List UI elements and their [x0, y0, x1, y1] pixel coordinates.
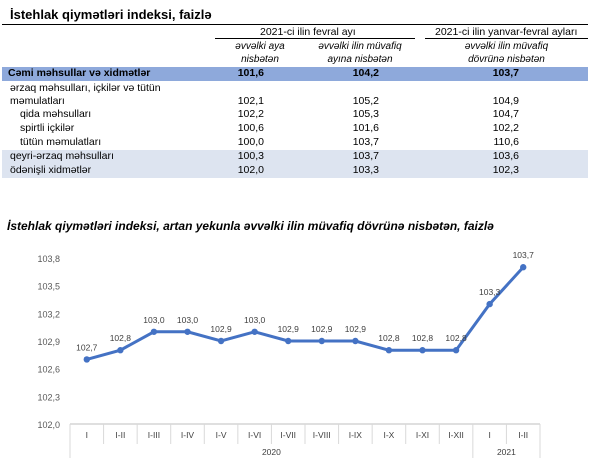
title-divider: [2, 24, 588, 25]
data-label: 102,9: [210, 324, 232, 334]
data-point: [117, 347, 124, 354]
data-label: 102,8: [378, 333, 400, 343]
chart-title: İstehlak qiymətləri indeksi, artan yekun…: [7, 219, 494, 233]
y-tick-label: 102,6: [37, 365, 60, 375]
data-label: 103,0: [143, 315, 165, 325]
table-row: spirtli içkilər 100,6 101,6 102,2: [20, 122, 519, 134]
x-tick-label: I-X: [383, 430, 394, 440]
table-row: ərzaq məhsulları, içkilər və tütün məmul…: [10, 82, 519, 107]
x-tick-label: I-XII: [448, 430, 464, 440]
col-header-prev-year-month: əvvəlki ilin müvafiq ayına nisbətən: [318, 41, 402, 65]
data-point: [150, 328, 158, 335]
y-tick-label: 102,0: [37, 420, 60, 430]
group2-underline: [425, 38, 588, 39]
data-label: 103,7: [513, 250, 535, 260]
data-point: [452, 347, 460, 354]
table-row: tütün məmulatları 100,0 103,7 110,6: [20, 136, 519, 148]
x-tick-label: I-III: [148, 430, 160, 440]
series-line: [86, 266, 525, 361]
col-header-prev-year-period: əvvəlki ilin müvafiq dövrünə nisbətən: [464, 41, 549, 65]
x-tick-label: I-XI: [416, 430, 429, 440]
data-point: [385, 347, 393, 354]
data-label: 102,9: [311, 324, 333, 334]
col-header-prev-month: əvvəlki aya nisbətən: [235, 41, 285, 65]
x-tick-label: I: [488, 430, 490, 440]
y-tick-label: 103,5: [37, 282, 60, 292]
table-row: ödənişli xidmətlər 102,0 103,3 102,3: [2, 164, 588, 178]
x-axis: I I-II I-III I-IV I-V I-VI I-VII I-VIII I-IX I-X I…: [69, 423, 541, 458]
y-axis: 102,0 102,3 102,6 102,9 103,2 103,5 103,8: [37, 254, 60, 430]
data-point: [83, 356, 90, 363]
x-tick-label: I-VI: [248, 430, 261, 440]
data-label: 103,3: [479, 287, 501, 297]
x-tick-label: I-II: [518, 430, 528, 440]
x-tick-label: I-IX: [349, 430, 363, 440]
group-header-jan-feb: 2021-ci ilin yanvar-fevral ayları: [435, 26, 578, 38]
data-point: [486, 300, 493, 308]
data-label: 102,9: [345, 324, 367, 334]
y-tick-label: 102,9: [37, 337, 60, 347]
table-row-total: Cəmi məhsullar və xidmətlər 101,6 104,2 …: [2, 67, 588, 81]
data-point: [520, 264, 527, 271]
data-point: [184, 328, 191, 335]
data-point: [285, 337, 292, 345]
line-chart: 102,0 102,3 102,6 102,9 103,2 103,5 103,8 I I-I…: [37, 250, 541, 458]
data-label: 102,7: [76, 342, 98, 352]
x-tick-label: I-VII: [280, 430, 296, 440]
x-group-label: 2020: [262, 447, 281, 457]
table-row: qida məhsulları 102,2 105,3 104,7: [20, 108, 519, 120]
x-tick-label: I-II: [115, 430, 125, 440]
data-point: [217, 337, 225, 345]
x-tick-label: I-VIII: [313, 430, 331, 440]
data-label: 102,9: [278, 324, 300, 334]
x-tick-label: I: [86, 430, 88, 440]
y-tick-label: 102,3: [37, 392, 60, 402]
data-point: [318, 337, 325, 345]
data-label: 102,8: [110, 333, 132, 343]
x-group-label: 2021: [497, 447, 516, 457]
data-labels: 102,7 102,8 103,0 103,0 102,9 103,0 102,9 102,9…: [76, 250, 534, 352]
data-label: 103,0: [244, 315, 266, 325]
y-tick-label: 103,2: [37, 309, 60, 319]
data-point: [251, 328, 258, 335]
table-title: İstehlak qiymətləri indeksi, faizlə: [10, 7, 212, 22]
group1-underline: [215, 38, 415, 39]
x-tick-label: I-V: [216, 430, 227, 440]
data-label: 102,8: [412, 333, 434, 343]
y-tick-label: 103,8: [37, 254, 60, 264]
x-tick-label: I-IV: [181, 430, 195, 440]
group-header-february: 2021-ci ilin fevral ayı: [260, 26, 356, 38]
data-point: [352, 337, 359, 345]
table-row: qeyri-ərzaq məhsulları 100,3 103,7 103,6: [2, 150, 588, 164]
data-point: [419, 347, 426, 354]
data-points: [83, 264, 527, 363]
data-label: 103,0: [177, 315, 199, 325]
data-label: 102,8: [445, 333, 467, 343]
